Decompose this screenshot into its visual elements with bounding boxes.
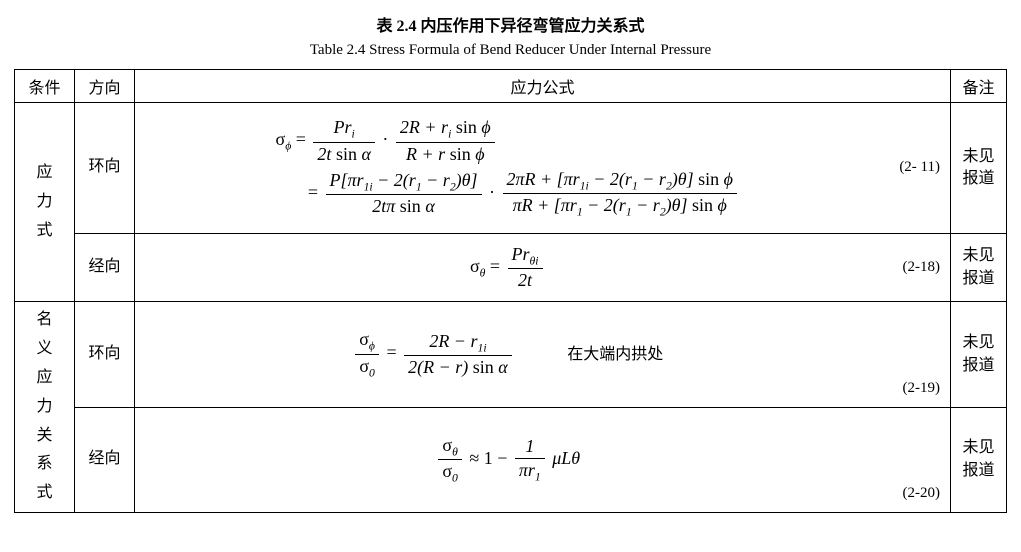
note-cell: 未见报道: [951, 233, 1007, 302]
table-header-row: 条件 方向 应力公式 备注: [15, 70, 1007, 103]
table-title-cn: 表 2.4 内压作用下异径弯管应力关系式: [14, 12, 1007, 36]
group-label-1: 应力式: [15, 103, 75, 302]
direction-cell: 环向: [75, 302, 135, 407]
table-row: 经向 σθ σ0 ≈ 1 − 1 πr1 μLθ (2-20) 未见报道: [15, 407, 1007, 512]
header-formula: 应力公式: [135, 70, 951, 103]
note-cell: 未见报道: [951, 407, 1007, 512]
group-label-2: 名义应力关系式: [15, 302, 75, 513]
direction-cell: 经向: [75, 407, 135, 512]
eqnum-cell: (2- 11): [880, 103, 950, 234]
eqnum-cell: (2-20): [880, 407, 950, 512]
note-cell: 未见报道: [951, 103, 1007, 234]
table-row: 经向 σθ = Prθi 2t (2-18) 未见报道: [15, 233, 1007, 302]
stress-formula-table: 条件 方向 应力公式 备注 应力式 环向 σϕ = Pri 2t sin α ·…: [14, 69, 1007, 513]
formula-cell: σθ = Prθi 2t: [135, 233, 881, 302]
header-note: 备注: [951, 70, 1007, 103]
formula-cell: σϕ σ0 = 2R − r1i 2(R − r) sin α 在大端内拱处: [135, 302, 881, 407]
direction-cell: 经向: [75, 233, 135, 302]
formula-cell: σϕ = Pri 2t sin α · 2R + ri sin ϕ R + r …: [135, 103, 881, 234]
table-row: 名义应力关系式 环向 σϕ σ0 = 2R − r1i 2(R − r) sin…: [15, 302, 1007, 407]
direction-cell: 环向: [75, 103, 135, 234]
table-row: 应力式 环向 σϕ = Pri 2t sin α · 2R + ri sin ϕ…: [15, 103, 1007, 234]
note-cell: 未见报道: [951, 302, 1007, 407]
table-title-en: Table 2.4 Stress Formula of Bend Reducer…: [14, 42, 1007, 59]
formula-cell: σθ σ0 ≈ 1 − 1 πr1 μLθ: [135, 407, 881, 512]
eqnum-cell: (2-18): [880, 233, 950, 302]
header-condition: 条件: [15, 70, 75, 103]
formula-inline-note: 在大端内拱处: [567, 340, 663, 364]
eqnum-cell: (2-19): [880, 302, 950, 407]
header-direction: 方向: [75, 70, 135, 103]
